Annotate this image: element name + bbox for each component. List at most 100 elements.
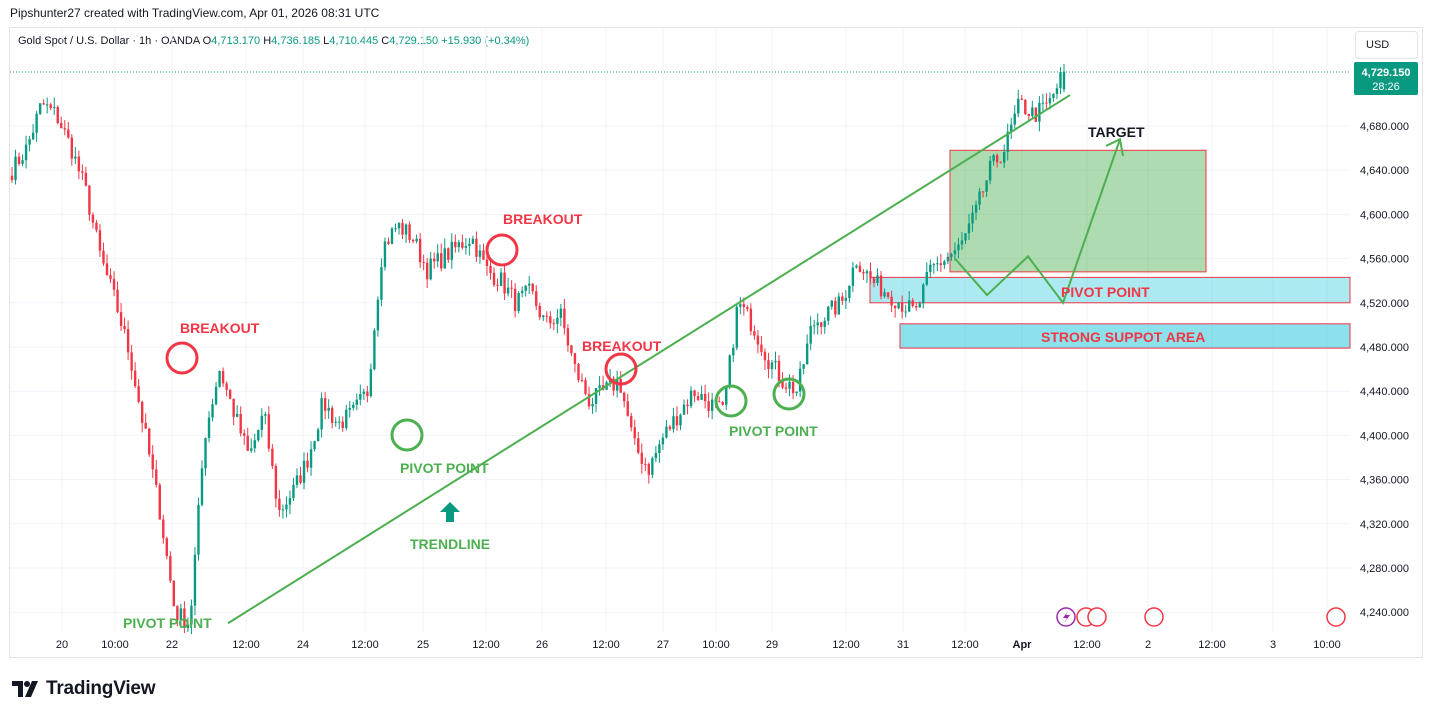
candle-body [943, 261, 946, 266]
candle-body [988, 160, 992, 181]
candle-body [1052, 93, 1055, 99]
y-tick-label: 4,520.000 [1360, 298, 1409, 310]
candle-body [425, 262, 429, 280]
candle-body [450, 241, 453, 260]
support-zone [899, 323, 1351, 349]
x-tick-label: 12:00 [592, 639, 620, 651]
candle-body [440, 253, 443, 269]
candle-body [791, 381, 795, 394]
breakout-circle [165, 341, 199, 375]
close-label: C [381, 35, 390, 47]
candle-body [721, 402, 724, 405]
candle-body [200, 468, 204, 505]
candle-body [320, 398, 323, 430]
candle-body [91, 214, 95, 223]
candle-body [394, 228, 397, 230]
candle-body [338, 421, 341, 423]
candle-body [274, 466, 278, 499]
x-tick-label: 12:00 [1198, 639, 1226, 651]
candle-body [45, 104, 49, 106]
candle-body [869, 271, 872, 279]
candle-body [232, 398, 235, 417]
candle-body [422, 262, 425, 264]
candle-body [366, 391, 369, 397]
candle-body [693, 390, 696, 397]
candle-body [753, 331, 756, 336]
candle-body [633, 427, 636, 439]
candle-body [802, 364, 805, 369]
candle-body [735, 306, 738, 348]
event-icons[interactable] [1056, 607, 1346, 627]
candle-body [816, 322, 819, 326]
candle-body [788, 381, 791, 389]
candle-body [1013, 113, 1016, 125]
candle-body [411, 239, 415, 242]
us-flag-event-icon [1087, 607, 1107, 627]
candle-body [144, 422, 147, 429]
candle-body [197, 504, 200, 555]
candle-body [112, 279, 116, 290]
candle-body [447, 248, 450, 260]
candle-body [851, 267, 855, 286]
x-tick-label: 12:00 [351, 639, 379, 651]
candle-body [193, 554, 197, 606]
candle-body [376, 299, 380, 331]
x-tick-label: 12:00 [472, 639, 500, 651]
candle-body [95, 222, 98, 231]
x-tick-label: 22 [166, 639, 178, 651]
pivot-label: PIVOT POINT [123, 615, 212, 631]
symbol-name: Gold Spot / U.S. Dollar · 1h · OANDA [18, 35, 200, 47]
candle-body [1006, 131, 1009, 153]
candle-body [341, 421, 344, 429]
candle-body [520, 290, 524, 294]
candle-body [454, 241, 457, 248]
candle-body [960, 240, 964, 245]
annotation-layer: BREAKOUT BREAKOUT BREAKOUT PIVOT POINT PIVOT… [123, 94, 1205, 631]
us-flag-event-icon [1144, 607, 1164, 627]
candle-body [313, 441, 316, 450]
candle-body [38, 103, 42, 114]
candle-body [165, 538, 169, 557]
candle-body [436, 253, 439, 262]
candle-body [221, 371, 225, 384]
candle-body [281, 509, 285, 511]
candle-body [770, 362, 774, 369]
candle-body [974, 204, 978, 213]
breakout-circle [604, 352, 638, 386]
candle-body [805, 343, 809, 365]
x-tick-label: 25 [417, 639, 429, 651]
pivot-zone-label: PIVOT POINT [1061, 284, 1150, 300]
y-tick-label: 4,440.000 [1360, 386, 1409, 398]
chart-frame [9, 27, 1423, 658]
candle-body [964, 233, 967, 241]
candle-body [401, 223, 404, 235]
candle-body [204, 438, 207, 469]
candle-body [686, 404, 689, 407]
candle-body [148, 428, 151, 455]
candle-body [890, 296, 893, 306]
candle-body [250, 448, 253, 451]
candle-body [668, 426, 672, 430]
support-zone-label: STRONG SUPPOT AREA [1041, 329, 1205, 345]
candle-body [60, 122, 63, 129]
candle-body [830, 300, 833, 307]
candle-body [777, 360, 781, 382]
high-value: 4,736.185 [271, 35, 321, 47]
pivot-circle [714, 384, 748, 418]
candle-body [1041, 102, 1045, 104]
candle-body [63, 128, 66, 130]
y-tick-label: 4,680.000 [1360, 121, 1409, 133]
tradingview-logo[interactable]: TradingView [12, 678, 156, 700]
target-zone [949, 149, 1207, 273]
candle-body [478, 250, 482, 257]
candle-body [126, 329, 130, 353]
candle-body [577, 364, 580, 381]
candle-body [855, 265, 858, 268]
candle-body [767, 360, 770, 369]
x-tick-label: 26 [536, 639, 548, 651]
x-tick-label: 10:00 [101, 639, 129, 651]
currency-button[interactable]: USD [1355, 31, 1418, 59]
tv-logo-icon [12, 681, 38, 697]
candle-body [999, 162, 1002, 164]
